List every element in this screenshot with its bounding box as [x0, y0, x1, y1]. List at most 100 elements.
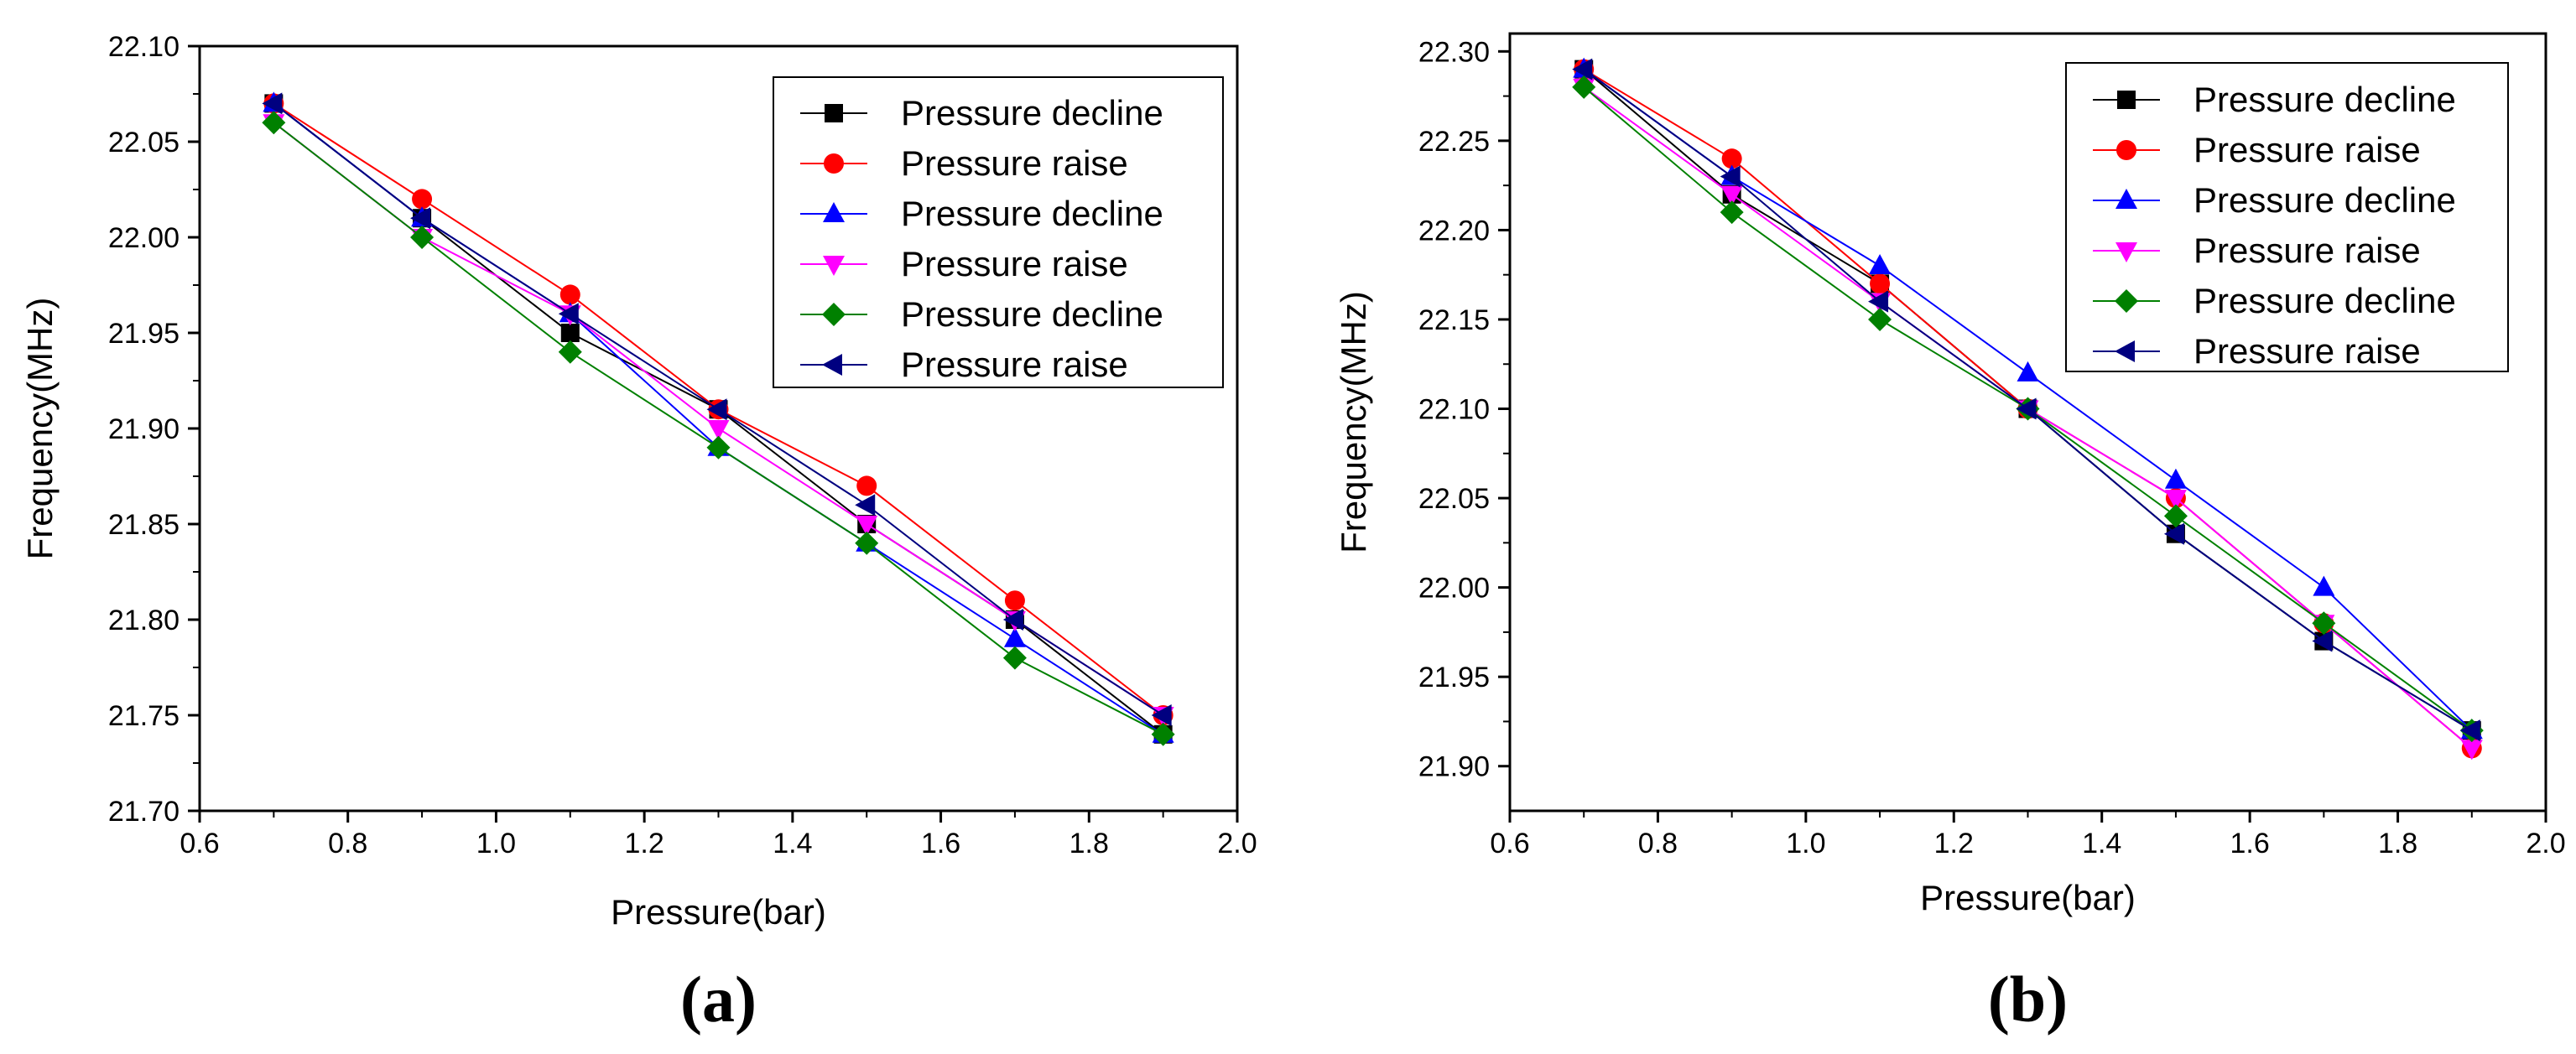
- legend-item: Pressure decline: [2093, 180, 2456, 220]
- x-tick-label: 1.4: [773, 828, 812, 859]
- legend-item: Pressure raise: [800, 345, 1128, 384]
- legend-marker: [2116, 140, 2136, 160]
- y-tick-label: 22.00: [108, 222, 180, 254]
- data-point: [2017, 361, 2039, 382]
- y-tick-label: 21.90: [1418, 751, 1490, 783]
- legend-marker: [2115, 289, 2138, 313]
- x-tick-label: 2.0: [2526, 828, 2565, 859]
- data-point: [706, 398, 727, 421]
- legend: Pressure decline Pressure raise Pressure d…: [2065, 62, 2509, 372]
- series-6: [262, 92, 1172, 726]
- data-point: [559, 284, 580, 305]
- data-point: [856, 475, 877, 496]
- x-tick-label: 2.0: [1217, 828, 1257, 859]
- legend-marker: [824, 153, 844, 174]
- y-tick-label: 22.00: [1418, 573, 1490, 605]
- legend-box: [2065, 62, 2509, 372]
- data-point: [412, 189, 433, 210]
- legend-marker: [2115, 340, 2135, 362]
- data-point: [2164, 490, 2187, 511]
- chart-panel-a: 0.6 0.8 1.0 1.2 1.4 1.6 1.8 2.0 21.70 21.75 21.80 2…: [20, 31, 1257, 1036]
- legend-marker: [825, 104, 843, 122]
- x-tick-label: 1.8: [1069, 828, 1109, 859]
- data-point: [262, 111, 286, 135]
- legend-marker: [823, 256, 845, 276]
- data-point: [558, 340, 582, 364]
- data-point: [2460, 740, 2483, 761]
- legend-item: Pressure decline: [800, 93, 1163, 132]
- x-tick-label: 0.8: [328, 828, 367, 859]
- x-tick-label: 0.8: [1638, 828, 1678, 859]
- data-point: [2163, 504, 2188, 528]
- legend-label: Pressure decline: [2194, 281, 2456, 320]
- data-point: [1721, 148, 1742, 169]
- legend-box: [773, 76, 1224, 388]
- y-tick-label: 22.15: [1418, 304, 1490, 336]
- y-tick-label: 22.20: [1418, 215, 1490, 247]
- data-point: [707, 420, 730, 440]
- data-point: [2313, 575, 2335, 596]
- data-point: [2312, 611, 2336, 636]
- legend-label: Pressure raise: [2194, 231, 2421, 270]
- legend-label: Pressure raise: [901, 244, 1128, 283]
- data-point: [1004, 590, 1025, 611]
- y-tick-label: 22.30: [1418, 36, 1490, 68]
- legend-marker: [2115, 242, 2137, 262]
- legend-marker: [2115, 189, 2137, 209]
- series-6: [1572, 58, 2480, 742]
- x-tick-label: 1.2: [625, 828, 664, 859]
- x-tick-label: 0.6: [1490, 828, 1529, 859]
- x-tick-label: 1.8: [2378, 828, 2417, 859]
- data-point: [1002, 609, 1023, 631]
- x-tick-label: 1.0: [476, 828, 516, 859]
- data-point: [1002, 646, 1027, 670]
- legend-label: Pressure decline: [901, 93, 1163, 132]
- legend-marker: [823, 202, 845, 222]
- data-point: [855, 531, 879, 555]
- legend-item: Pressure decline: [800, 294, 1163, 334]
- y-tick-label: 21.95: [108, 318, 180, 350]
- x-tick-label: 1.4: [2082, 828, 2121, 859]
- legend-item: Pressure raise: [2093, 130, 2421, 169]
- legend-item: Pressure raise: [800, 143, 1128, 183]
- data-point: [856, 516, 878, 536]
- legend-item: Pressure raise: [2093, 331, 2421, 371]
- legend-label: Pressure raise: [2194, 130, 2421, 169]
- legend-item: Pressure decline: [2093, 80, 2456, 119]
- legend-item: Pressure raise: [2093, 231, 2421, 270]
- y-tick-label: 21.95: [1418, 662, 1490, 693]
- y-tick-label: 21.75: [108, 700, 180, 732]
- legend-label: Pressure raise: [2194, 331, 2421, 371]
- y-tick-label: 22.10: [1418, 394, 1490, 426]
- data-point: [2163, 522, 2184, 545]
- legend-label: Pressure decline: [901, 194, 1163, 233]
- x-tick-label: 1.6: [2230, 828, 2270, 859]
- data-point: [410, 207, 431, 230]
- data-point: [706, 435, 731, 460]
- data-point: [410, 226, 435, 249]
- data-point: [1720, 165, 1741, 188]
- data-point: [1151, 722, 1175, 746]
- panel-label: (a): [680, 963, 757, 1036]
- y-tick-label: 22.05: [1418, 483, 1490, 515]
- y-tick-label: 22.10: [108, 31, 180, 63]
- data-point: [855, 494, 876, 517]
- data-point: [558, 303, 579, 325]
- data-point: [262, 92, 283, 115]
- chart-panel-b: 0.6 0.8 1.0 1.2 1.4 1.6 1.8 2.0 21.90 21.95 22.00 2…: [1334, 32, 2566, 1036]
- x-axis-title: Pressure(bar): [611, 892, 826, 932]
- legend-label: Pressure decline: [2194, 80, 2456, 119]
- y-tick-label: 21.80: [108, 605, 180, 636]
- panel-label: (b): [1988, 963, 2068, 1036]
- legend-label: Pressure decline: [901, 294, 1163, 334]
- x-tick-label: 0.6: [180, 828, 219, 859]
- data-point: [1868, 307, 1892, 331]
- y-axis-title: Frequency(MHz): [1334, 291, 1373, 553]
- y-tick-label: 22.05: [108, 127, 180, 158]
- legend: Pressure decline Pressure raise Pressure d…: [773, 76, 1224, 388]
- data-point: [1151, 704, 1172, 726]
- data-point: [2164, 468, 2187, 489]
- legend-label: Pressure raise: [901, 143, 1128, 183]
- data-point: [1870, 273, 1891, 294]
